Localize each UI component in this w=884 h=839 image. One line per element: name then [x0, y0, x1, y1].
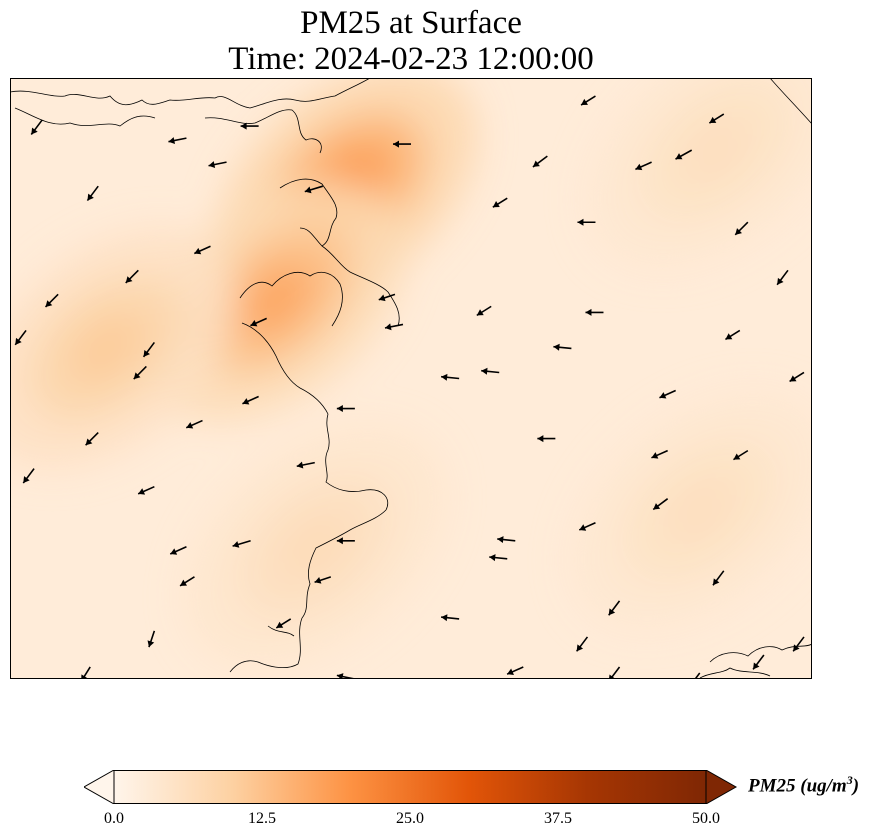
wind-vector	[580, 95, 596, 106]
wind-vector	[537, 435, 556, 443]
wind-vector	[492, 197, 508, 208]
pm25-map	[10, 78, 812, 679]
wind-vector	[489, 554, 508, 562]
wind-vector	[336, 405, 355, 413]
colorbar-tick-0: 0.0	[104, 810, 124, 827]
wind-vector	[86, 185, 99, 202]
colorbar-extend-min	[84, 770, 115, 804]
wind-vector	[44, 293, 59, 308]
colorbar-tick-2: 25.0	[396, 810, 424, 827]
wind-vector	[193, 245, 211, 255]
wind-vector	[250, 317, 267, 327]
wind-vector	[553, 343, 572, 351]
pm25-hotspot	[660, 474, 739, 547]
wind-vector	[147, 630, 156, 648]
wind-vector	[304, 185, 324, 194]
wind-vector	[125, 269, 139, 284]
coastline	[10, 78, 812, 679]
wind-vector	[694, 672, 701, 679]
wind-vector	[14, 329, 27, 346]
wind-vector	[506, 666, 524, 675]
wind-vector	[497, 536, 516, 544]
wind-vector	[476, 305, 492, 317]
wind-vector	[708, 113, 725, 124]
wind-vector	[275, 618, 292, 629]
wind-vector	[30, 119, 43, 135]
colorbar-tick-1: 12.5	[248, 810, 276, 827]
wind-vector	[532, 155, 548, 168]
wind-vector	[208, 161, 227, 168]
wind-vector	[240, 122, 259, 130]
map-title: PM25 at Surface	[300, 5, 522, 41]
wind-vector	[179, 576, 195, 587]
map-time-subtitle: Time: 2024-02-23 12:00:00	[228, 41, 594, 77]
wind-vector	[733, 449, 749, 461]
wind-vector	[314, 576, 332, 584]
colorbar-label: PM25 (ug/m3)	[748, 773, 860, 797]
wind-vector	[336, 537, 355, 545]
colorbar-tick-4: 50.0	[692, 810, 720, 827]
colorbar-extend-max	[705, 770, 738, 804]
wind-vector	[752, 654, 765, 670]
wind-vector	[789, 371, 805, 383]
wind-vector	[22, 468, 35, 484]
wind-vector	[85, 432, 99, 446]
wind-vector	[169, 546, 187, 555]
wind-vector	[585, 308, 604, 316]
wind-vector	[659, 389, 676, 399]
pm25-hotspot	[235, 264, 314, 337]
wind-vector	[576, 636, 589, 652]
wind-vector	[393, 140, 411, 148]
pm25-hotspot	[275, 510, 354, 584]
wind-vector	[232, 540, 251, 548]
wind-vector	[635, 161, 652, 171]
wind-vector	[441, 614, 460, 622]
wind-vector	[242, 395, 259, 405]
colorbar-tick-3: 37.5	[544, 810, 572, 827]
colorbar-body	[113, 770, 707, 804]
pm25-hotspot	[676, 113, 755, 187]
wind-vector	[776, 269, 789, 286]
wind-vector	[577, 218, 596, 226]
wind-vector	[724, 329, 741, 341]
wind-vector	[142, 341, 156, 358]
map-frame	[10, 78, 812, 679]
wind-vector	[168, 137, 187, 144]
wind-vector	[296, 461, 315, 469]
colorbar	[84, 770, 738, 804]
wind-vector	[675, 149, 693, 160]
wind-vector	[652, 498, 669, 511]
wind-vector	[137, 485, 155, 495]
wind-vector	[185, 419, 203, 429]
wind-vector	[651, 449, 668, 459]
wind-vector	[378, 293, 396, 302]
wind-vector	[441, 373, 460, 381]
wind-vector	[384, 323, 404, 331]
pm25-hotspot	[67, 312, 146, 385]
wind-vectors	[14, 95, 805, 679]
wind-vector	[734, 221, 749, 236]
wind-vector	[608, 600, 621, 616]
wind-vector	[481, 367, 500, 375]
wind-vector	[712, 570, 725, 586]
wind-vector	[133, 365, 147, 380]
wind-vector	[792, 636, 805, 652]
wind-vector	[578, 522, 596, 531]
